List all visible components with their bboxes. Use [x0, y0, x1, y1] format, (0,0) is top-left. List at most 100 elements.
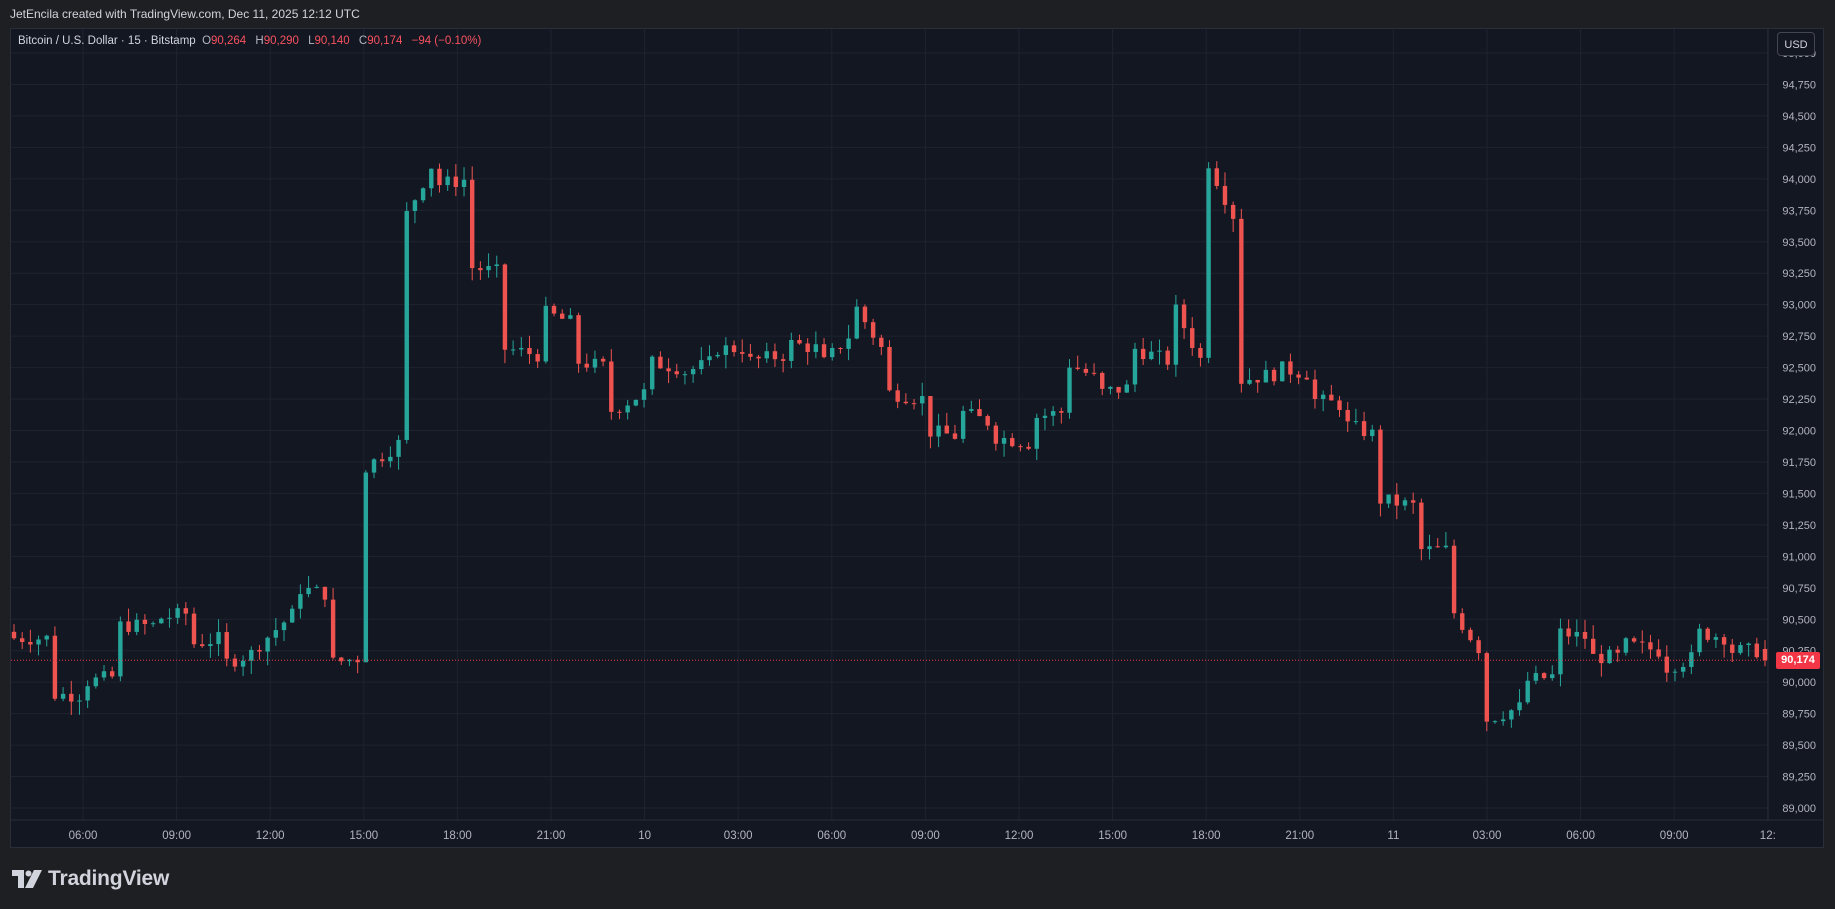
- candle-down: [1762, 648, 1768, 661]
- candle-down: [502, 264, 508, 350]
- candle-down: [1083, 368, 1089, 373]
- candle-up: [1280, 361, 1285, 382]
- candle-up: [1402, 500, 1408, 506]
- candle-down: [1091, 372, 1097, 374]
- candle-down: [862, 306, 868, 323]
- time-tick-label: 03:00: [724, 830, 753, 842]
- time-tick-label: 12:: [1760, 830, 1776, 842]
- candle-down: [666, 368, 671, 372]
- last-price-label: 90,174: [1776, 651, 1820, 669]
- candle-up: [1067, 367, 1072, 413]
- candle-down: [1010, 438, 1015, 447]
- candle-up: [510, 349, 516, 351]
- candle-down: [658, 356, 663, 369]
- candle-up: [1386, 494, 1391, 504]
- candles: [11, 161, 1768, 732]
- candle-down: [600, 358, 606, 362]
- candle-up: [1149, 351, 1154, 360]
- time-tick-label: 15:00: [349, 830, 378, 842]
- time-tick-label: 09:00: [162, 830, 191, 842]
- candle-down: [11, 631, 17, 639]
- candle-down: [470, 179, 475, 269]
- open-value: 90,264: [211, 35, 247, 47]
- candle-down: [1721, 637, 1727, 645]
- candle-down: [1615, 649, 1620, 653]
- candle-up: [1132, 348, 1138, 385]
- price-tick-label: 89,250: [1782, 772, 1816, 784]
- price-tick-label: 91,250: [1782, 520, 1816, 532]
- candle-down: [772, 351, 778, 360]
- candle-down: [199, 644, 205, 647]
- candle-up: [1050, 411, 1056, 416]
- tradingview-logo-icon: [12, 870, 42, 888]
- candle-up: [404, 211, 409, 440]
- time-tick-label: 21:00: [1285, 830, 1314, 842]
- time-tick-label: 12:00: [256, 830, 285, 842]
- candle-up: [690, 369, 696, 375]
- symbol-name[interactable]: Bitcoin / U.S. Dollar · 15 · Bitstamp: [18, 35, 196, 47]
- candle-down: [1394, 494, 1399, 506]
- candle-down: [977, 409, 982, 417]
- candle-down: [674, 371, 679, 375]
- candle-down: [805, 343, 810, 353]
- footer-brand[interactable]: TradingView: [12, 866, 169, 892]
- candle-up: [363, 472, 369, 663]
- candle-up: [60, 693, 66, 699]
- candle-down: [142, 619, 148, 624]
- low-label: L: [308, 35, 315, 47]
- candle-up: [568, 315, 573, 319]
- candle-up: [445, 176, 450, 186]
- candle-down: [535, 354, 540, 362]
- candle-down: [1018, 446, 1023, 448]
- time-tick-label: 10: [638, 830, 651, 842]
- candle-down: [1312, 379, 1318, 400]
- candle-up: [77, 700, 82, 702]
- candle-down: [339, 657, 344, 662]
- price-tick-label: 94,750: [1782, 79, 1816, 91]
- change-value: −94 (−0.10%): [411, 35, 482, 47]
- candle-down: [1190, 328, 1195, 348]
- candle-down: [1754, 643, 1760, 658]
- candle-down: [609, 361, 614, 412]
- candle-up: [1263, 369, 1269, 383]
- currency-button[interactable]: USD: [1777, 32, 1815, 56]
- candle-down: [1288, 361, 1293, 375]
- price-tick-label: 92,000: [1782, 426, 1816, 438]
- candle-up: [1672, 671, 1678, 673]
- candle-down: [952, 433, 958, 439]
- candle-up: [216, 632, 221, 645]
- candle-up: [1746, 643, 1751, 646]
- candle-down: [257, 649, 262, 652]
- time-tick-label: 18:00: [443, 830, 472, 842]
- candle-down: [1361, 421, 1367, 437]
- candle-up: [208, 644, 213, 647]
- top-bar: JetEncila created with TradingView.com, …: [0, 0, 1835, 28]
- candle-up: [969, 409, 974, 411]
- candle-up: [641, 389, 647, 400]
- candle-up: [93, 677, 99, 687]
- price-tick-label: 90,750: [1782, 583, 1816, 595]
- price-tick-label: 94,250: [1782, 142, 1816, 154]
- candle-down: [453, 176, 459, 187]
- candle-down: [576, 315, 581, 364]
- candle-down: [1345, 409, 1350, 422]
- chart-pane[interactable]: [10, 28, 1824, 848]
- candle-down: [183, 608, 189, 614]
- candle-up: [846, 338, 851, 349]
- candle-down: [1230, 204, 1236, 219]
- time-tick-label: 06:00: [1566, 830, 1595, 842]
- candle-down: [895, 390, 900, 402]
- candle-down: [879, 337, 884, 348]
- candle-up: [240, 660, 246, 667]
- candle-down: [380, 459, 385, 462]
- candle-up: [249, 649, 254, 661]
- candle-up: [854, 306, 859, 339]
- candle-down: [1222, 185, 1228, 205]
- candle-up: [1738, 645, 1743, 653]
- candle-up: [1247, 379, 1252, 384]
- price-tick-label: 91,500: [1782, 488, 1816, 500]
- candle-up: [1353, 421, 1359, 423]
- time-tick-label: 03:00: [1473, 830, 1502, 842]
- candle-down: [1476, 640, 1481, 654]
